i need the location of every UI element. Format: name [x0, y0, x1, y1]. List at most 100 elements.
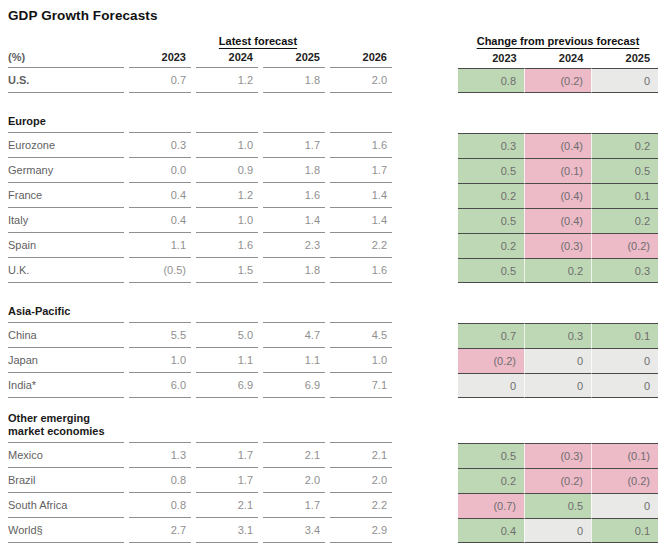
table-row: Japan1.01.11.11.0(0.2)00: [8, 348, 660, 373]
section-label: Other emerging market economies: [8, 412, 124, 443]
row-label: South Africa: [8, 493, 124, 518]
change-cell: 0.3: [458, 133, 524, 158]
table-row: India*6.06.96.97.1000: [8, 373, 660, 398]
change-cell: (0.2): [524, 468, 591, 493]
change-cell: 0.2: [591, 133, 658, 158]
forecast-cell: [129, 107, 191, 133]
year-header-2024: 2024: [196, 46, 258, 68]
change-cell: 0.5: [458, 443, 524, 468]
forecast-cell: 0.4: [129, 208, 191, 233]
forecast-cell: 1.2: [196, 68, 258, 93]
forecast-cell: 0.4: [129, 183, 191, 208]
forecast-cell: 5.0: [196, 323, 258, 348]
change-cell: (0.1): [591, 443, 658, 468]
section-row: Asia-Pacific: [8, 297, 660, 323]
change-cell: 0: [591, 373, 658, 398]
forecast-cell: [129, 412, 191, 443]
forecast-cell: 0.8: [129, 468, 191, 493]
forecast-cell: 1.0: [196, 133, 258, 158]
forecast-cell: 1.4: [330, 208, 392, 233]
change-cell: 0.1: [591, 323, 658, 348]
forecast-cell: [330, 297, 392, 323]
forecast-cell: 2.1: [196, 493, 258, 518]
forecast-cell: 1.7: [263, 133, 325, 158]
change-cell: 0: [524, 518, 591, 543]
change-cell: (0.7): [458, 493, 524, 518]
forecast-cell: [263, 297, 325, 323]
table-row: China5.55.04.74.50.70.30.1: [8, 323, 660, 348]
forecast-cell: 1.8: [263, 158, 325, 183]
forecast-cell: 1.3: [129, 443, 191, 468]
table-row: Mexico1.31.72.12.10.5(0.3)(0.1): [8, 443, 660, 468]
forecast-cell: 4.7: [263, 323, 325, 348]
forecast-cell: 1.7: [330, 158, 392, 183]
change-cell: 0: [591, 68, 658, 93]
change-cell: (0.2): [591, 233, 658, 258]
forecast-cell: 1.0: [330, 348, 392, 373]
row-label: U.S.: [8, 68, 124, 93]
table-row: South Africa0.82.11.72.2(0.7)0.50: [8, 493, 660, 518]
row-label: France: [8, 183, 124, 208]
forecast-cell: 2.1: [263, 443, 325, 468]
row-label: India*: [8, 373, 124, 398]
forecast-cell: 1.6: [330, 133, 392, 158]
change-cell: 0.5: [524, 493, 591, 518]
row-label: U.K.: [8, 258, 124, 283]
change-cell: (0.3): [524, 443, 591, 468]
row-label: Germany: [8, 158, 124, 183]
forecast-cell: 0.7: [129, 68, 191, 93]
table-row: Germany0.00.91.81.70.5(0.1)0.5: [8, 158, 660, 183]
table-row: France0.41.21.61.40.2(0.4)0.1: [8, 183, 660, 208]
forecast-cell: 7.1: [330, 373, 392, 398]
change-cell: 0: [458, 373, 524, 398]
forecast-cell: 1.0: [129, 348, 191, 373]
forecast-cell: 1.1: [129, 233, 191, 258]
row-label: Mexico: [8, 443, 124, 468]
change-cell: (0.4): [524, 208, 591, 233]
table-row: World§2.73.13.42.90.400.1: [8, 518, 660, 543]
forecast-cell: 0.0: [129, 158, 191, 183]
forecast-cell: 2.2: [330, 493, 392, 518]
forecast-cell: 6.9: [263, 373, 325, 398]
row-label: Spain: [8, 233, 124, 258]
change-cell: 0.5: [458, 158, 524, 183]
section-headers-row: Latest forecast Change from previous for…: [8, 31, 660, 46]
change-cell: 0.2: [524, 258, 591, 283]
row-label: Italy: [8, 208, 124, 233]
change-cell: 0.7: [458, 323, 524, 348]
forecast-cell: 1.7: [196, 443, 258, 468]
change-year-header-2025: 2025: [591, 46, 658, 68]
year-header-2023: 2023: [129, 46, 191, 68]
forecast-cell: 1.6: [330, 258, 392, 283]
forecast-cell: 2.2: [330, 233, 392, 258]
table-body: U.S.0.71.21.82.00.8(0.2)0EuropeEurozone0…: [8, 68, 660, 543]
forecast-cell: 1.0: [196, 208, 258, 233]
forecast-cell: 0.8: [129, 493, 191, 518]
forecast-cell: 1.6: [196, 233, 258, 258]
change-cell: (0.2): [591, 468, 658, 493]
forecast-cell: 2.7: [129, 518, 191, 543]
forecast-cell: [196, 297, 258, 323]
change-cell: 0: [524, 373, 591, 398]
section-row: Europe: [8, 107, 660, 133]
page-title: GDP Growth Forecasts: [8, 8, 660, 24]
change-cell: 0.1: [591, 518, 658, 543]
change-cell: 0.5: [591, 158, 658, 183]
forecast-cell: 2.3: [263, 233, 325, 258]
forecast-cell: [263, 412, 325, 443]
gdp-forecast-table: GDP Growth Forecasts Latest forecast Cha…: [0, 0, 660, 545]
row-label: Brazil: [8, 468, 124, 493]
change-cell: 0: [591, 493, 658, 518]
year-header-2026: 2026: [330, 46, 392, 68]
change-year-header-2024: 2024: [525, 46, 592, 68]
table-row: U.S.0.71.21.82.00.8(0.2)0: [8, 68, 660, 93]
row-label: Eurozone: [8, 133, 124, 158]
forecast-cell: 6.9: [196, 373, 258, 398]
row-label: World§: [8, 518, 124, 543]
year-header-2025: 2025: [263, 46, 325, 68]
forecast-cell: 0.9: [196, 158, 258, 183]
forecast-cell: 1.5: [196, 258, 258, 283]
forecast-cell: 1.4: [330, 183, 392, 208]
forecast-cell: 2.9: [330, 518, 392, 543]
change-cell: 0: [524, 348, 591, 373]
